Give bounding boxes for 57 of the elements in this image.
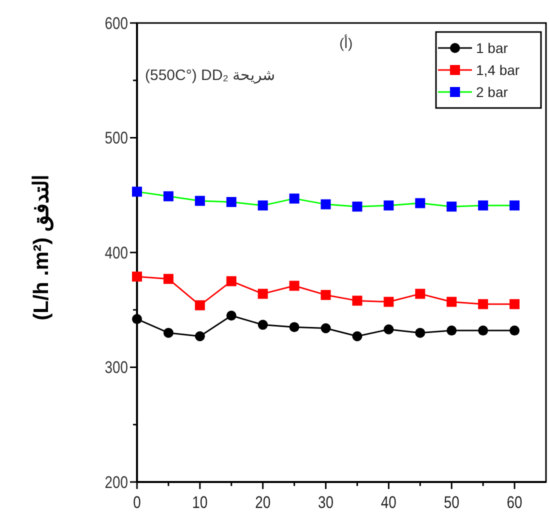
point [163,274,174,284]
point [510,299,520,310]
x-tick-label: 0 [133,494,142,512]
point [289,322,300,332]
x-tick-label: 40 [380,494,397,512]
point [478,299,488,310]
point [446,296,457,307]
point [258,320,268,330]
point [320,323,331,334]
legend-label: 1,4 bar [476,62,520,78]
point [194,300,205,310]
legend-label: 2 bar [476,84,508,100]
point [510,326,520,336]
point [289,194,300,204]
point [415,288,426,299]
point [478,326,488,336]
point [320,290,331,300]
point [258,200,268,210]
point [384,324,394,334]
point [478,200,488,210]
point [352,202,362,212]
x-tick-label: 60 [506,494,523,512]
point [415,328,426,338]
point [352,331,362,342]
point [384,200,394,210]
point [132,272,142,282]
point [163,191,174,202]
legend-label: 1 bar [476,40,508,56]
point [446,202,457,212]
annotation: (550C°) DD₂ شريحة [145,67,276,84]
x-tick-label: 10 [192,494,208,512]
point [194,196,205,206]
text: (أ) [339,33,353,51]
point [446,326,457,336]
point [415,198,426,208]
x-tick-label: 20 [255,494,271,512]
point [132,314,142,324]
x-tick-label: 30 [318,494,334,512]
point [163,328,174,338]
y-tick-label: 500 [104,130,128,148]
y-tick-label: 600 [104,14,128,34]
point [289,280,300,291]
point [320,199,331,210]
y-tick-label: 300 [104,359,128,378]
y-axis-title: (L/h .m²) التدفق [30,174,54,320]
x-tick-label: 50 [444,494,460,512]
point [194,331,205,342]
y-tick-label: 200 [104,474,128,492]
point [352,296,362,306]
point [510,200,520,210]
point [384,296,394,307]
point [258,288,268,299]
point [226,310,236,321]
point [226,197,236,208]
y-tick-label: 400 [104,244,128,263]
point [132,186,142,197]
point [226,276,236,286]
